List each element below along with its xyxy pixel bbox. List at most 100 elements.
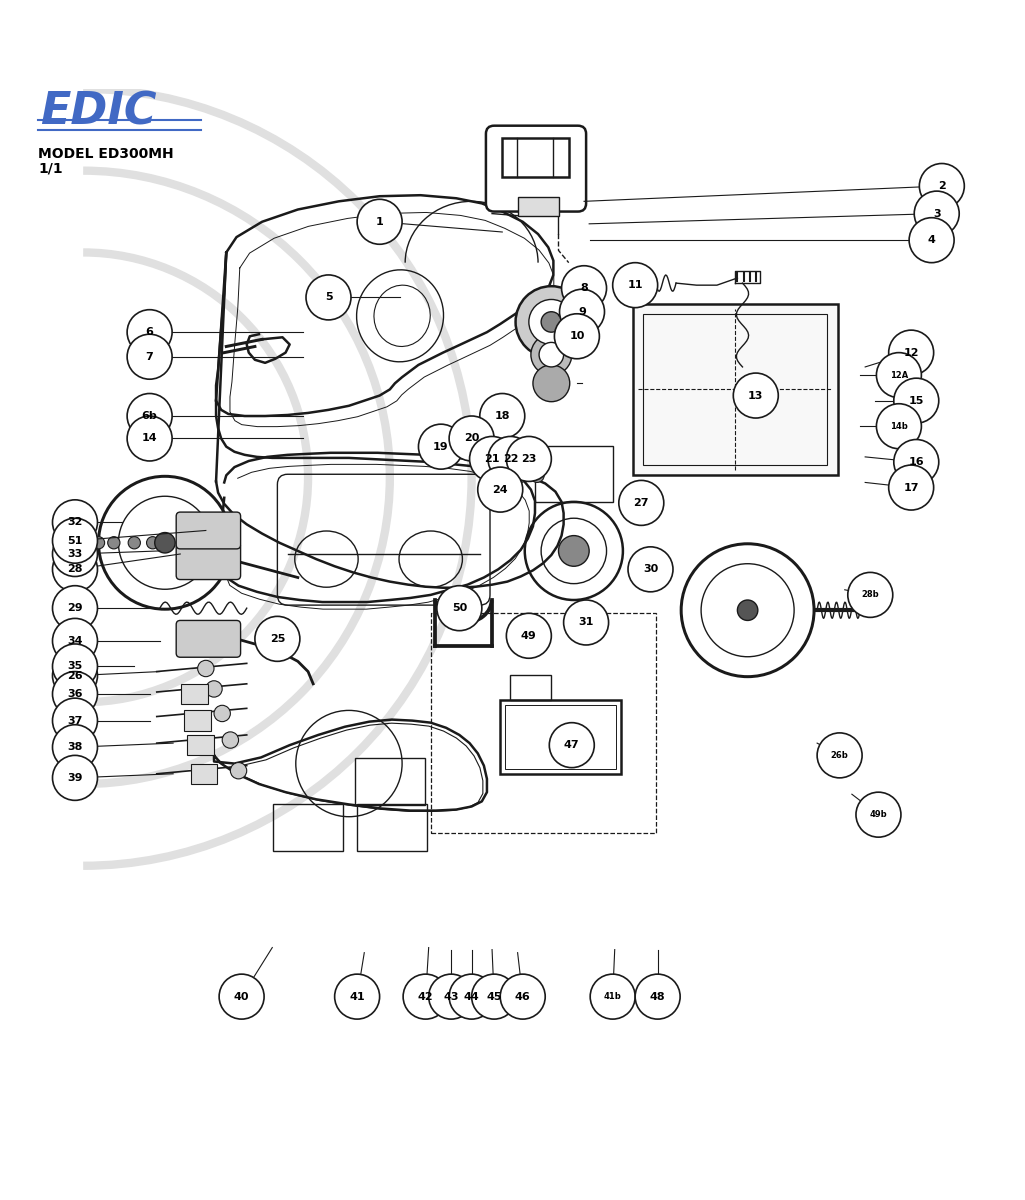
- FancyBboxPatch shape: [176, 620, 241, 658]
- Circle shape: [472, 974, 517, 1019]
- Text: 41: 41: [350, 991, 365, 1002]
- Circle shape: [555, 313, 600, 359]
- Circle shape: [590, 974, 636, 1019]
- Circle shape: [418, 424, 463, 469]
- Circle shape: [52, 532, 97, 576]
- Text: 47: 47: [564, 740, 579, 750]
- Text: 46: 46: [515, 991, 531, 1002]
- Text: 14: 14: [141, 433, 158, 444]
- Circle shape: [127, 416, 172, 461]
- Text: 7: 7: [146, 352, 154, 361]
- Circle shape: [127, 394, 172, 438]
- Circle shape: [909, 217, 954, 263]
- Text: 4: 4: [928, 235, 936, 245]
- Text: 26: 26: [68, 671, 83, 680]
- Circle shape: [428, 974, 474, 1019]
- Circle shape: [128, 536, 140, 548]
- Circle shape: [682, 544, 814, 677]
- Text: 11: 11: [627, 280, 643, 290]
- Circle shape: [219, 974, 264, 1019]
- Circle shape: [357, 199, 402, 245]
- Circle shape: [157, 536, 169, 548]
- Circle shape: [856, 792, 901, 838]
- Circle shape: [52, 618, 97, 664]
- Circle shape: [206, 680, 222, 697]
- Text: 18: 18: [494, 410, 510, 421]
- Text: 44: 44: [463, 991, 480, 1002]
- Circle shape: [403, 974, 448, 1019]
- FancyBboxPatch shape: [184, 710, 211, 731]
- Circle shape: [52, 586, 97, 631]
- Text: 45: 45: [486, 991, 502, 1002]
- Circle shape: [506, 613, 551, 659]
- Text: 2: 2: [938, 181, 946, 191]
- Text: 19: 19: [434, 442, 449, 451]
- Circle shape: [559, 535, 589, 566]
- Circle shape: [52, 698, 97, 743]
- Circle shape: [531, 335, 572, 376]
- Text: 35: 35: [68, 661, 83, 672]
- Text: 24: 24: [492, 485, 508, 494]
- Text: 16: 16: [908, 457, 925, 467]
- Circle shape: [817, 733, 862, 778]
- FancyBboxPatch shape: [486, 126, 586, 211]
- Text: 49b: 49b: [869, 810, 888, 820]
- Text: 40: 40: [234, 991, 249, 1002]
- Circle shape: [127, 335, 172, 379]
- Circle shape: [214, 706, 231, 721]
- Text: MODEL ED300MH: MODEL ED300MH: [38, 148, 174, 161]
- Text: 37: 37: [68, 715, 83, 726]
- Text: EDIC: EDIC: [40, 91, 157, 133]
- Text: 34: 34: [68, 636, 83, 646]
- Text: 17: 17: [903, 482, 919, 492]
- Circle shape: [108, 536, 120, 548]
- Text: 15: 15: [908, 396, 924, 406]
- Text: 9: 9: [578, 307, 586, 317]
- Text: 5: 5: [325, 293, 332, 302]
- Text: 22: 22: [502, 454, 519, 464]
- Text: 14b: 14b: [890, 421, 908, 431]
- Text: 27: 27: [633, 498, 649, 508]
- Text: 50: 50: [452, 604, 467, 613]
- Text: 38: 38: [68, 742, 83, 752]
- Circle shape: [52, 672, 97, 716]
- Text: 26b: 26b: [830, 751, 849, 760]
- Circle shape: [876, 353, 921, 397]
- Circle shape: [437, 586, 482, 631]
- Circle shape: [155, 533, 175, 553]
- Circle shape: [737, 600, 757, 620]
- Circle shape: [529, 300, 574, 344]
- Circle shape: [514, 451, 528, 466]
- Circle shape: [147, 536, 159, 548]
- Circle shape: [848, 572, 893, 617]
- Text: 29: 29: [68, 604, 83, 613]
- Circle shape: [222, 732, 239, 749]
- Circle shape: [733, 373, 778, 418]
- Text: 6b: 6b: [141, 410, 158, 421]
- Circle shape: [52, 755, 97, 800]
- Circle shape: [564, 600, 609, 644]
- Circle shape: [449, 974, 494, 1019]
- Circle shape: [530, 468, 544, 482]
- Circle shape: [255, 617, 300, 661]
- Circle shape: [334, 974, 379, 1019]
- FancyBboxPatch shape: [191, 763, 217, 784]
- Circle shape: [488, 437, 533, 481]
- Text: 41b: 41b: [604, 992, 621, 1001]
- Circle shape: [516, 286, 587, 358]
- Text: 31: 31: [578, 618, 593, 628]
- Circle shape: [613, 263, 658, 307]
- Circle shape: [52, 653, 97, 698]
- Circle shape: [919, 163, 965, 209]
- FancyBboxPatch shape: [181, 684, 208, 704]
- Text: 43: 43: [444, 991, 459, 1002]
- Circle shape: [478, 467, 523, 512]
- Circle shape: [500, 974, 545, 1019]
- Text: 1/1: 1/1: [38, 162, 63, 175]
- Circle shape: [533, 365, 570, 402]
- Text: 25: 25: [270, 634, 285, 644]
- Circle shape: [52, 725, 97, 769]
- Circle shape: [52, 500, 97, 545]
- Text: 32: 32: [68, 517, 83, 527]
- Circle shape: [198, 660, 214, 677]
